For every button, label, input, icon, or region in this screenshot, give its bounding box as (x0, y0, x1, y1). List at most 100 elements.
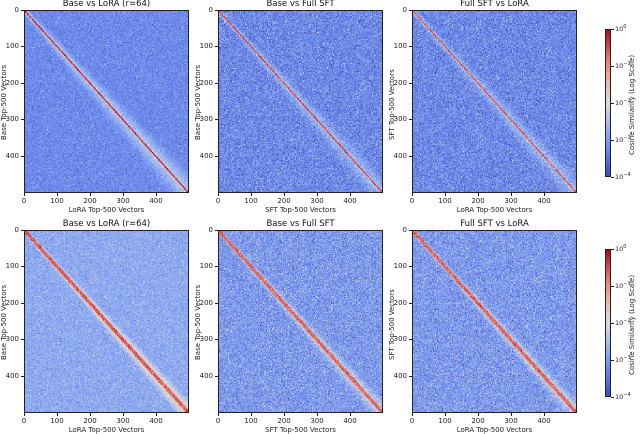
x-tick-label: 100 (45, 193, 69, 205)
heatmap-canvas (219, 11, 382, 192)
panel-title: Base vs Full SFT (266, 219, 335, 229)
y-tick-label: 200 (193, 79, 218, 87)
x-tick-label: 400 (532, 413, 556, 425)
tick-base: 10 (615, 356, 624, 364)
y-tick-label: 200 (387, 79, 412, 87)
x-tick-label: 0 (206, 413, 230, 425)
x-tick-label: 0 (206, 193, 230, 205)
tick-exponent: −2 (623, 98, 631, 104)
tick-base: 10 (615, 282, 624, 290)
x-tick-label: 200 (466, 413, 490, 425)
y-tick-label: 200 (0, 299, 24, 307)
colorbar-label: Cosine Similarity (Log Scale) (628, 54, 636, 155)
x-tick-label: 400 (338, 193, 362, 205)
x-tick-label: 100 (45, 413, 69, 425)
y-tick-label: 0 (0, 226, 24, 234)
y-axis-label: SFT Top-500 Vectors (388, 288, 396, 360)
heatmap-canvas (219, 231, 382, 412)
x-tick-label: 200 (466, 193, 490, 205)
y-tick-label: 300 (193, 115, 218, 123)
heatmap-canvas (25, 231, 188, 412)
tick-base: 10 (615, 173, 624, 181)
y-tick-label: 300 (387, 115, 412, 123)
tick-base: 10 (615, 99, 624, 107)
colorbar-tick-label: 100 (610, 244, 627, 253)
y-axis-label: Base Top-500 Vectors (194, 284, 202, 360)
panel-title: Base vs Full SFT (266, 0, 335, 9)
x-axis-label: LoRA Top-500 Vectors (68, 426, 145, 434)
y-tick-label: 400 (193, 372, 218, 380)
y-axis-label: Base Top-500 Vectors (0, 284, 8, 360)
y-tick-label: 100 (193, 42, 218, 50)
y-tick-label: 0 (193, 226, 218, 234)
x-axis-label: LoRA Top-500 Vectors (456, 206, 533, 214)
colorbar-tick-label: 100 (610, 24, 626, 33)
heatmap-plot (218, 230, 383, 413)
y-tick-label: 200 (193, 299, 218, 307)
y-tick-label: 200 (0, 79, 24, 87)
x-tick-label: 300 (305, 193, 329, 205)
x-tick-label: 300 (499, 193, 523, 205)
x-axis-label: LoRA Top-500 Vectors (456, 426, 533, 434)
x-tick-label: 300 (499, 413, 523, 425)
tick-base: 10 (615, 245, 624, 253)
x-tick-label: 300 (111, 413, 135, 425)
colorbar-tick-label: 10−2 (611, 318, 631, 327)
y-axis-label: SFT Top-500 Vectors (388, 68, 396, 140)
x-axis-label: SFT Top-500 Vectors (265, 206, 336, 214)
x-tick-label: 200 (272, 413, 296, 425)
x-tick-label: 400 (338, 413, 362, 425)
colorbar-tick-label: 10−2 (611, 98, 631, 107)
y-tick-label: 100 (193, 262, 218, 270)
x-tick-label: 0 (12, 413, 36, 425)
tick-base: 10 (615, 319, 624, 327)
tick-exponent: −4 (623, 172, 631, 178)
panel-title: Full SFT vs LoRA (460, 0, 529, 9)
x-tick-label: 400 (144, 413, 168, 425)
y-tick-label: 0 (0, 6, 24, 14)
heatmap-plot (218, 10, 383, 193)
y-tick-label: 400 (193, 152, 218, 160)
tick-exponent: −4 (623, 392, 631, 398)
y-tick-label: 300 (0, 115, 24, 123)
y-tick-label: 100 (387, 262, 412, 270)
heatmap-plot (412, 230, 577, 413)
tick-exponent: −3 (623, 135, 631, 141)
heatmap-canvas (413, 231, 576, 412)
tick-exponent: −1 (623, 281, 631, 287)
x-tick-label: 0 (400, 193, 424, 205)
y-tick-label: 300 (193, 335, 218, 343)
x-tick-label: 100 (239, 193, 263, 205)
y-tick-label: 0 (193, 6, 218, 14)
x-axis-label: SFT Top-500 Vectors (265, 426, 336, 434)
x-tick-label: 200 (78, 193, 102, 205)
colorbar-tick-label: 10−3 (611, 135, 631, 144)
heatmap-plot (24, 230, 189, 413)
heatmap-plot (24, 10, 189, 193)
colorbar-tick-label: 10−1 (611, 281, 631, 290)
x-tick-label: 200 (78, 413, 102, 425)
x-tick-label: 100 (433, 413, 457, 425)
tick-exponent: −2 (623, 318, 631, 324)
colorbar-tick-label: 10−1 (611, 61, 631, 70)
panel-title: Base vs LoRA (r=64) (62, 219, 151, 229)
tick-base: 10 (615, 136, 624, 144)
tick-exponent: −3 (623, 355, 631, 361)
y-tick-label: 300 (0, 335, 24, 343)
colorbar-tick-label: 10−4 (611, 172, 631, 181)
y-axis-label: Base Top-500 Vectors (194, 64, 202, 140)
tick-base: 10 (615, 62, 624, 70)
x-tick-label: 100 (239, 413, 263, 425)
y-tick-label: 400 (387, 372, 412, 380)
tick-base: 10 (615, 393, 624, 401)
colorbar (605, 249, 611, 397)
x-tick-label: 200 (272, 193, 296, 205)
heatmap-plot (412, 10, 577, 193)
colorbar-tick-label: 10−4 (611, 392, 631, 401)
heatmap-canvas (413, 11, 576, 192)
x-tick-label: 0 (12, 193, 36, 205)
tick-exponent: −1 (623, 61, 631, 67)
tick-exponent: 0 (623, 244, 627, 250)
heatmap-canvas (25, 11, 188, 192)
x-tick-label: 300 (111, 193, 135, 205)
